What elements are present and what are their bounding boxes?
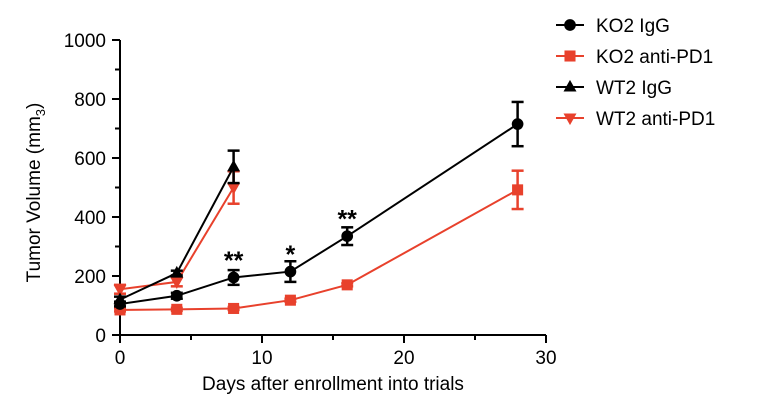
data-point — [512, 184, 524, 196]
legend-item: WT2 IgG — [556, 78, 672, 99]
legend-item: WT2 anti-PD1 — [556, 109, 715, 130]
data-point — [228, 302, 240, 314]
significance-label: * — [286, 241, 296, 269]
data-point — [341, 230, 354, 243]
legend-marker — [563, 79, 577, 92]
data-point — [227, 271, 240, 284]
legend-marker — [564, 19, 576, 31]
legend-label: KO2 IgG — [596, 16, 670, 37]
data-point — [227, 182, 241, 195]
y-axis-title-subscript: 3 — [33, 109, 48, 116]
legend-marker — [563, 113, 577, 126]
x-axis-title: Days after enrollment into trials — [202, 374, 464, 395]
data-point — [511, 118, 524, 130]
x-tick-label: 10 — [251, 348, 272, 369]
data-point — [227, 159, 241, 172]
series-ko2-anti-pd1 — [114, 169, 524, 316]
y-tick-label: 1000 — [64, 31, 106, 52]
data-point — [170, 277, 184, 290]
legend-label: WT2 anti-PD1 — [596, 109, 715, 130]
series-wt2-igg — [113, 149, 241, 305]
data-point — [114, 304, 126, 316]
significance-label: ** — [224, 247, 244, 275]
data-point — [284, 294, 296, 306]
y-tick-label: 400 — [74, 208, 106, 229]
y-tick-label: 0 — [95, 326, 106, 347]
y-axis-title-main: Tumor Volume (mm — [24, 116, 45, 282]
series-line — [119, 188, 519, 311]
legend-item: KO2 anti-PD1 — [556, 47, 713, 68]
significance-label: ** — [337, 206, 357, 234]
series-wt2-anti-pd1 — [113, 170, 241, 297]
y-tick-label: 800 — [74, 90, 106, 111]
legend: KO2 IgG KO2 anti-PD1 WT2 IgG WT2 anti-PD1 — [556, 16, 715, 130]
annotation-layer: ** *** — [224, 206, 357, 275]
x-tick-label: 30 — [535, 348, 556, 369]
axes: 0 200 400 600 800 1000 0 10 20 30 — [64, 31, 557, 369]
x-tick-label: 0 — [115, 348, 126, 369]
data-point — [170, 265, 184, 278]
series-ko2-igg — [114, 100, 524, 310]
data-point — [170, 289, 183, 302]
y-axis-title-close: ) — [24, 103, 45, 109]
legend-label: WT2 IgG — [596, 78, 672, 99]
y-tick-label: 200 — [74, 267, 106, 288]
series-layer — [113, 100, 524, 316]
legend-label: KO2 anti-PD1 — [596, 47, 713, 68]
legend-item: KO2 IgG — [556, 16, 670, 37]
y-tick-label: 600 — [74, 149, 106, 170]
data-point — [113, 284, 127, 297]
data-point — [171, 303, 183, 315]
legend-marker — [564, 50, 576, 62]
series-line — [119, 123, 519, 306]
data-point — [341, 279, 353, 291]
x-tick-label: 20 — [393, 348, 414, 369]
data-point — [113, 292, 127, 305]
y-axis-title: Tumor Volume (mm3) — [24, 103, 48, 283]
data-point — [284, 265, 297, 278]
